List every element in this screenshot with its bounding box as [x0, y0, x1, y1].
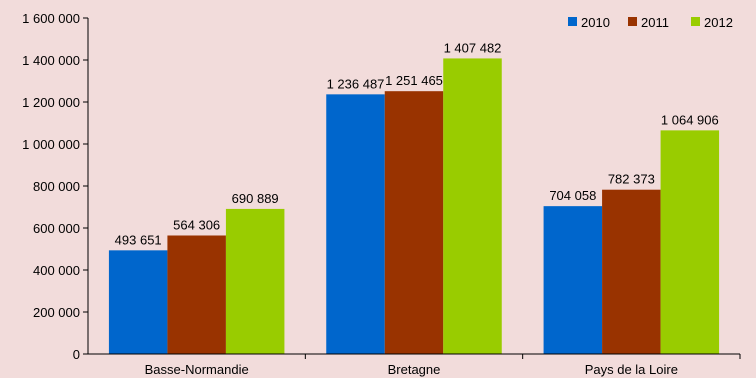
data-label: 564 306	[173, 217, 220, 232]
bar-2010-1	[108, 250, 168, 354]
legend: 2010 2011 2012	[568, 15, 733, 30]
y-tick-label: 600 000	[33, 221, 80, 236]
bar-2010-2	[326, 94, 385, 354]
legend-swatch-2011	[628, 17, 637, 26]
legend-label-2010: 2010	[581, 15, 610, 30]
y-axis: 0 200 000 400 000 600 000 800 000 1 000 000 1 …	[22, 11, 89, 362]
bar-2012-3	[660, 130, 720, 354]
bar-2011-2	[384, 91, 444, 354]
data-label: 690 889	[232, 191, 279, 206]
legend-label-2012: 2012	[704, 15, 733, 30]
y-tick-label: 1 000 000	[22, 137, 80, 152]
data-labels: 493 651 564 306 690 889 1 236 487 1 251 465 1…	[115, 40, 719, 247]
y-tick-label: 1 200 000	[22, 95, 80, 110]
data-label: 1 407 482	[444, 40, 502, 55]
legend-swatch-2012	[691, 17, 700, 26]
data-label: 1 236 487	[327, 76, 385, 91]
data-label: 1 064 906	[661, 112, 719, 127]
data-label: 1 251 465	[385, 73, 443, 88]
bar-2011-3	[602, 189, 661, 354]
bar-2011-1	[167, 235, 226, 354]
data-label: 782 373	[608, 172, 655, 187]
data-label: 493 651	[115, 232, 162, 247]
x-category-label: Pays de la Loire	[585, 362, 678, 377]
y-tick-label: 0	[73, 347, 80, 362]
y-tick-label: 1 400 000	[22, 53, 80, 68]
bar-2012-2	[443, 58, 502, 355]
bar-2012-1	[225, 208, 285, 354]
legend-swatch-2010	[568, 17, 577, 26]
bar-2010-3	[543, 206, 603, 354]
y-tick-label: 200 000	[33, 305, 80, 320]
x-axis: Basse-Normandie Bretagne Pays de la Loire	[88, 353, 741, 377]
x-category-label: Bretagne	[388, 362, 441, 377]
y-tick-label: 400 000	[33, 263, 80, 278]
x-category-label: Basse-Normandie	[145, 362, 249, 377]
bars	[108, 58, 720, 355]
data-label: 704 058	[549, 188, 596, 203]
legend-label-2011: 2011	[641, 15, 669, 30]
y-tick-label: 1 600 000	[22, 11, 80, 26]
y-tick-label: 800 000	[33, 179, 80, 194]
